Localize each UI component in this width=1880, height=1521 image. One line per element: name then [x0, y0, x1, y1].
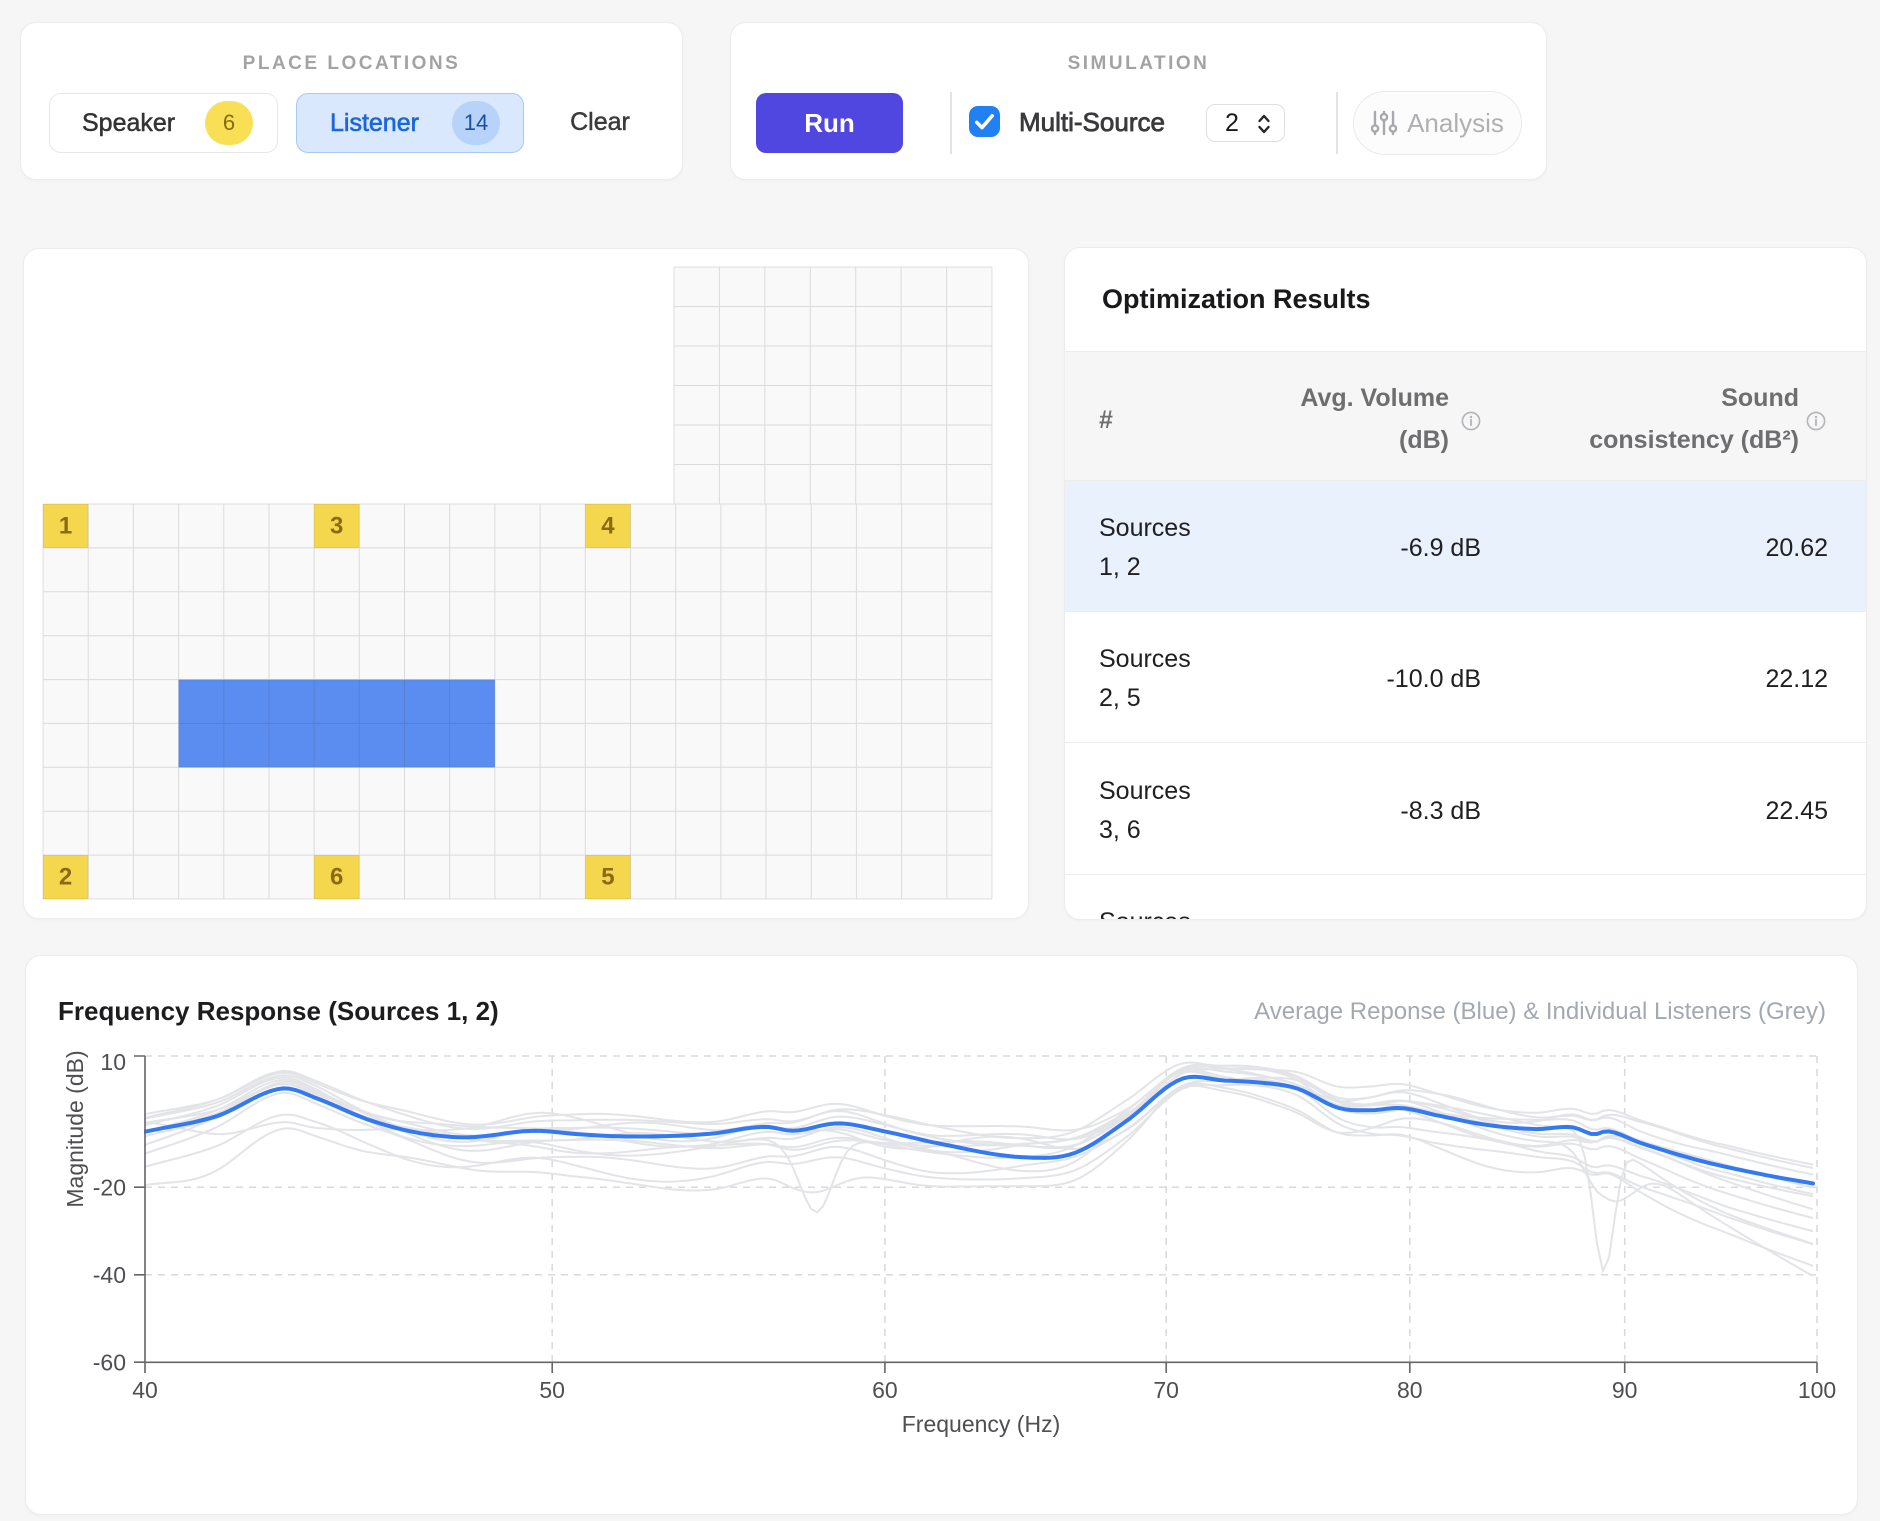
svg-text:10: 10: [100, 1049, 126, 1075]
svg-text:6: 6: [330, 864, 343, 891]
svg-text:100: 100: [1798, 1377, 1836, 1403]
svg-text:2: 2: [59, 864, 72, 891]
svg-text:-40: -40: [93, 1262, 126, 1288]
svg-text:3: 3: [330, 512, 343, 539]
svg-text:90: 90: [1612, 1377, 1638, 1403]
svg-text:40: 40: [132, 1377, 158, 1403]
svg-text:4: 4: [601, 512, 615, 539]
svg-text:80: 80: [1397, 1377, 1423, 1403]
svg-text:-20: -20: [93, 1174, 126, 1200]
svg-text:1: 1: [59, 512, 72, 539]
svg-text:Magnitude (dB): Magnitude (dB): [62, 1050, 88, 1207]
svg-text:-60: -60: [93, 1349, 126, 1375]
svg-text:70: 70: [1153, 1377, 1179, 1403]
svg-text:5: 5: [601, 864, 614, 891]
svg-text:60: 60: [872, 1377, 898, 1403]
svg-text:50: 50: [539, 1377, 565, 1403]
svg-text:Frequency (Hz): Frequency (Hz): [902, 1411, 1060, 1437]
